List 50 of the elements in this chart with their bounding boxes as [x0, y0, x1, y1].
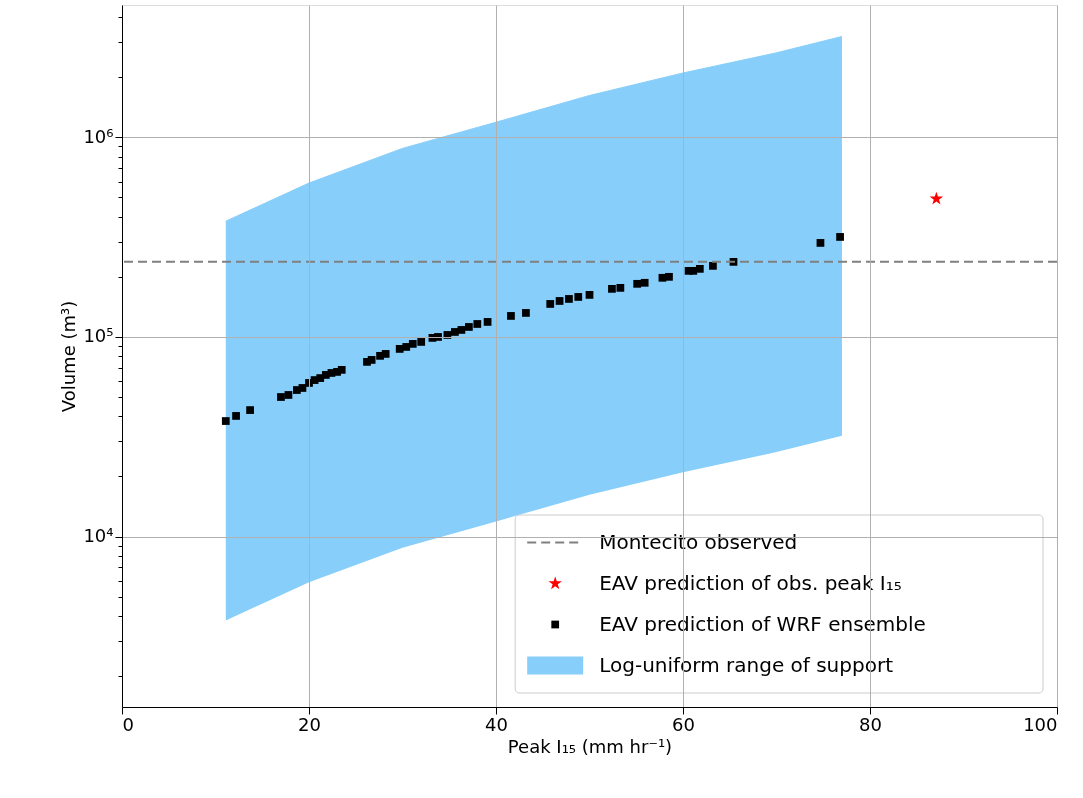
point — [555, 297, 564, 305]
point — [232, 412, 240, 420]
point — [450, 328, 459, 336]
point — [929, 191, 944, 205]
point — [608, 284, 616, 293]
y-tick-label: 10⁴ — [83, 525, 114, 547]
point — [507, 312, 515, 320]
point — [381, 350, 390, 358]
y-tick-label: 10⁶ — [83, 125, 114, 147]
point — [246, 406, 254, 414]
legend-label: Log-uniform range of support — [599, 652, 894, 677]
point — [640, 278, 649, 287]
point — [709, 261, 717, 270]
point — [816, 239, 825, 247]
point — [465, 323, 473, 331]
point — [546, 300, 555, 308]
point — [565, 295, 573, 303]
point — [221, 417, 230, 425]
point — [695, 264, 704, 273]
point — [367, 356, 376, 364]
legend-label: EAV prediction of WRF ensemble — [599, 611, 926, 636]
point — [277, 393, 285, 401]
y-tick-label: 10⁵ — [83, 325, 114, 347]
point — [417, 338, 426, 346]
point — [522, 309, 530, 317]
x-tick-label: 0 — [122, 713, 134, 735]
point — [574, 293, 583, 301]
point — [665, 272, 673, 281]
point — [284, 391, 293, 399]
x-tick-label: 20 — [298, 713, 321, 735]
x-axis-title: Peak I₁₅ (mm hr⁻¹) — [507, 735, 673, 757]
point — [585, 291, 594, 299]
point — [616, 283, 625, 292]
point — [473, 320, 482, 328]
point — [457, 326, 466, 334]
point — [689, 266, 698, 275]
point — [402, 343, 411, 351]
point — [483, 318, 492, 326]
legend-label: EAV prediction of obs. peak I₁₅ — [599, 570, 902, 595]
x-tick-label: 60 — [672, 713, 695, 735]
point — [408, 340, 417, 348]
x-tick-label: 100 — [1023, 713, 1058, 735]
legend-label: Montecito observed — [599, 529, 798, 554]
x-tick-label: 80 — [859, 713, 882, 735]
point — [836, 233, 844, 241]
x-tick-label: 40 — [485, 713, 508, 735]
y-axis-title: Volume (m³) — [58, 300, 80, 413]
point — [337, 365, 346, 374]
point — [434, 333, 442, 341]
point — [633, 279, 642, 288]
